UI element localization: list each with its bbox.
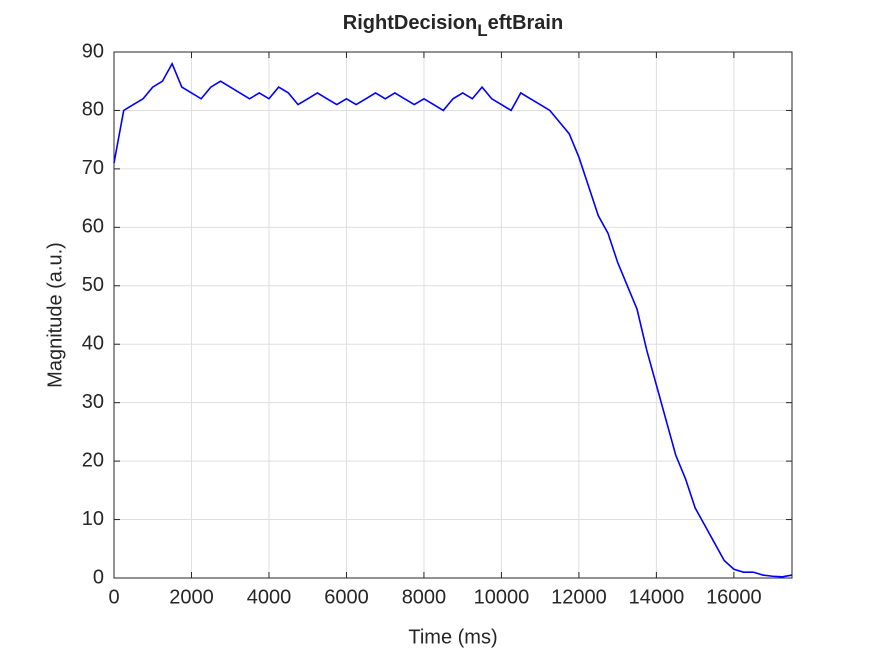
y-tick-label: 50 xyxy=(82,274,104,296)
title-part: L xyxy=(477,21,487,40)
x-tick-label: 16000 xyxy=(706,586,762,608)
chart-title: RightDecisionLeftBrain xyxy=(343,12,563,40)
y-tick-label: 20 xyxy=(82,449,104,471)
y-tick-label: 90 xyxy=(82,40,104,62)
y-tick-label: 30 xyxy=(82,391,104,413)
y-tick-label: 10 xyxy=(82,508,104,530)
x-tick-label: 10000 xyxy=(474,586,530,608)
x-axis-label: Time (ms) xyxy=(408,626,497,648)
y-tick-label: 70 xyxy=(82,157,104,179)
y-tick-label: 0 xyxy=(93,566,104,588)
x-tick-label: 0 xyxy=(108,586,119,608)
x-tick-label: 8000 xyxy=(402,586,447,608)
x-tick-label: 4000 xyxy=(247,586,292,608)
data-line xyxy=(113,61,793,578)
title-part: RightDecision xyxy=(343,12,477,34)
x-tick-label: 12000 xyxy=(551,586,607,608)
x-tick-label: 6000 xyxy=(324,586,369,608)
y-tick-label: 80 xyxy=(82,99,104,121)
y-tick-label: 60 xyxy=(82,216,104,238)
x-tick-label: 14000 xyxy=(629,586,685,608)
plot-frame xyxy=(113,51,793,579)
title-part: eftBrain xyxy=(488,12,564,34)
y-tick-label: 40 xyxy=(82,333,104,355)
x-tick-label: 2000 xyxy=(169,586,214,608)
y-axis-label: Magnitude (a.u.) xyxy=(44,242,66,388)
